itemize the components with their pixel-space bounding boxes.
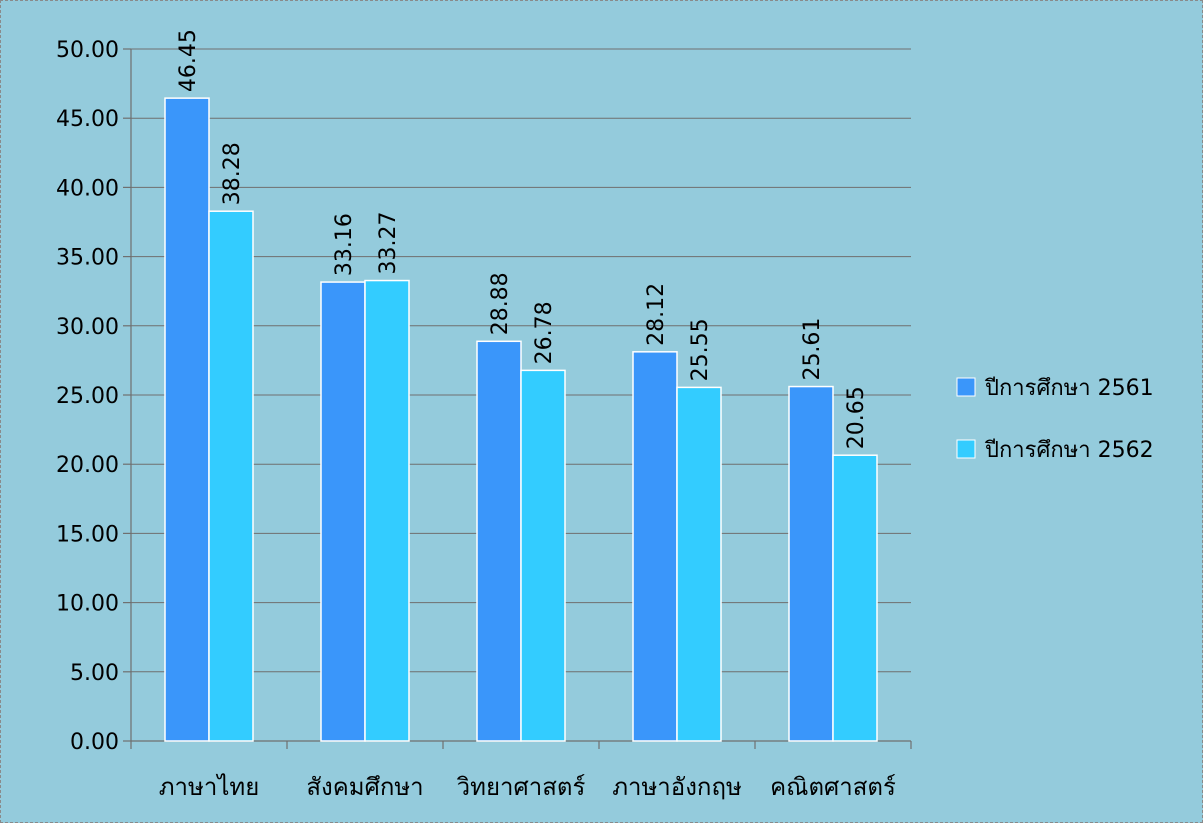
y-tick-label: 15.00 bbox=[56, 522, 119, 547]
legend-label: ปีการศึกษา 2562 bbox=[984, 438, 1154, 463]
data-label: 25.61 bbox=[800, 318, 825, 381]
y-tick-label: 30.00 bbox=[56, 315, 119, 340]
y-tick-label: 25.00 bbox=[56, 384, 119, 409]
bar bbox=[364, 279, 410, 742]
x-category-label: วิทยาศาสตร์ bbox=[456, 773, 585, 801]
data-label: 20.65 bbox=[844, 386, 869, 449]
legend-swatch bbox=[956, 439, 976, 459]
data-label: 33.16 bbox=[332, 213, 357, 276]
data-label: 26.78 bbox=[532, 301, 557, 364]
y-tick-label: 10.00 bbox=[56, 592, 119, 617]
legend-swatch bbox=[956, 377, 976, 397]
data-label: 28.88 bbox=[488, 272, 513, 335]
data-label: 38.28 bbox=[220, 142, 245, 205]
y-tick-label: 45.00 bbox=[56, 107, 119, 132]
data-label: 33.27 bbox=[376, 212, 401, 275]
y-tick-label: 50.00 bbox=[56, 38, 119, 63]
bar bbox=[632, 351, 678, 742]
bar bbox=[520, 369, 566, 742]
bar bbox=[208, 210, 254, 742]
bar bbox=[164, 97, 210, 742]
x-category-label: คณิตศาสตร์ bbox=[770, 773, 896, 801]
bar bbox=[476, 340, 522, 742]
y-tick-label: 5.00 bbox=[70, 661, 119, 686]
legend-label: ปีการศึกษา 2561 bbox=[984, 376, 1154, 401]
data-label: 28.12 bbox=[644, 283, 669, 346]
x-category-label: ภาษาไทย bbox=[159, 773, 260, 801]
bar bbox=[788, 385, 834, 742]
data-label: 46.45 bbox=[176, 29, 201, 92]
bar bbox=[832, 454, 878, 742]
data-label: 25.55 bbox=[688, 318, 713, 381]
y-tick-label: 0.00 bbox=[70, 730, 119, 755]
x-category-label: สังคมศึกษา bbox=[306, 773, 423, 801]
y-tick-label: 40.00 bbox=[56, 176, 119, 201]
y-tick-label: 20.00 bbox=[56, 453, 119, 478]
x-category-label: ภาษาอังกฤษ bbox=[612, 773, 742, 801]
bar bbox=[676, 386, 722, 742]
y-tick-label: 35.00 bbox=[56, 246, 119, 271]
bar bbox=[320, 281, 366, 742]
